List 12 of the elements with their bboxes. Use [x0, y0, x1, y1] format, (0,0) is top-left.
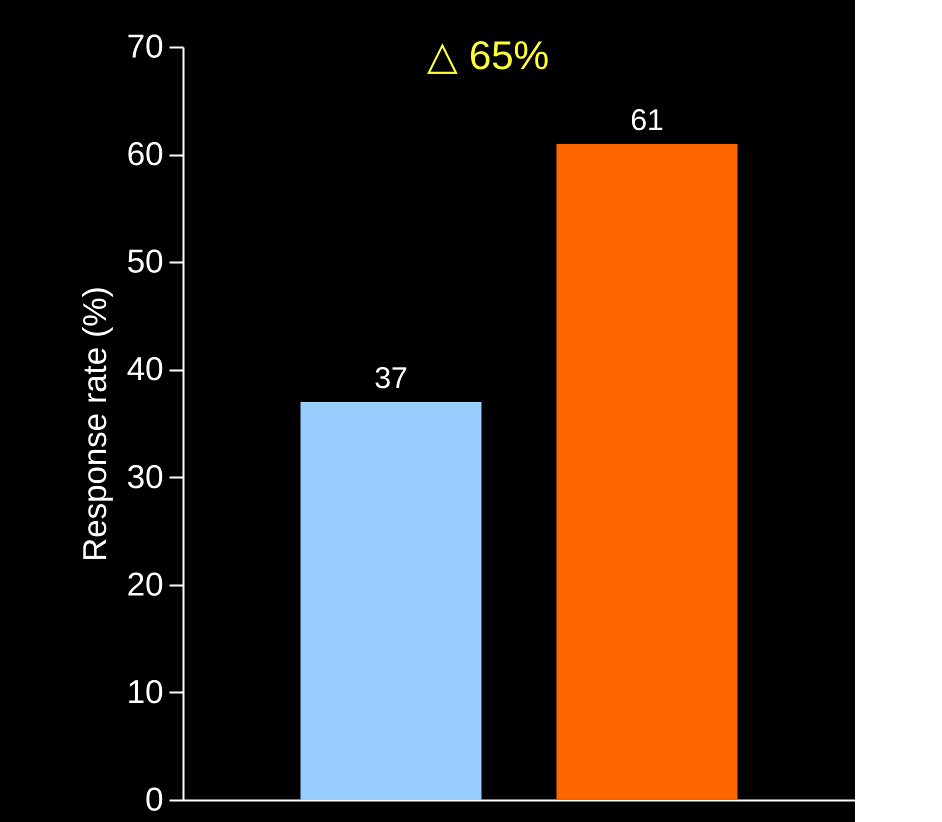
y-axis-title: Response rate (%) [76, 286, 113, 562]
y-tick-label: 70 [126, 28, 164, 64]
annotation: △ 65% [426, 34, 550, 78]
y-tick-label: 30 [126, 458, 164, 495]
y-tick-label: 50 [126, 242, 164, 280]
data-label: 61 [630, 104, 664, 137]
data-label: 37 [374, 362, 408, 395]
y-tick-label: 20 [126, 565, 164, 602]
y-tick-label: 60 [126, 135, 164, 172]
y-tick-label: 40 [126, 350, 164, 388]
y-tick-label: 0 [145, 780, 164, 818]
y-tick-label: 10 [126, 672, 164, 710]
